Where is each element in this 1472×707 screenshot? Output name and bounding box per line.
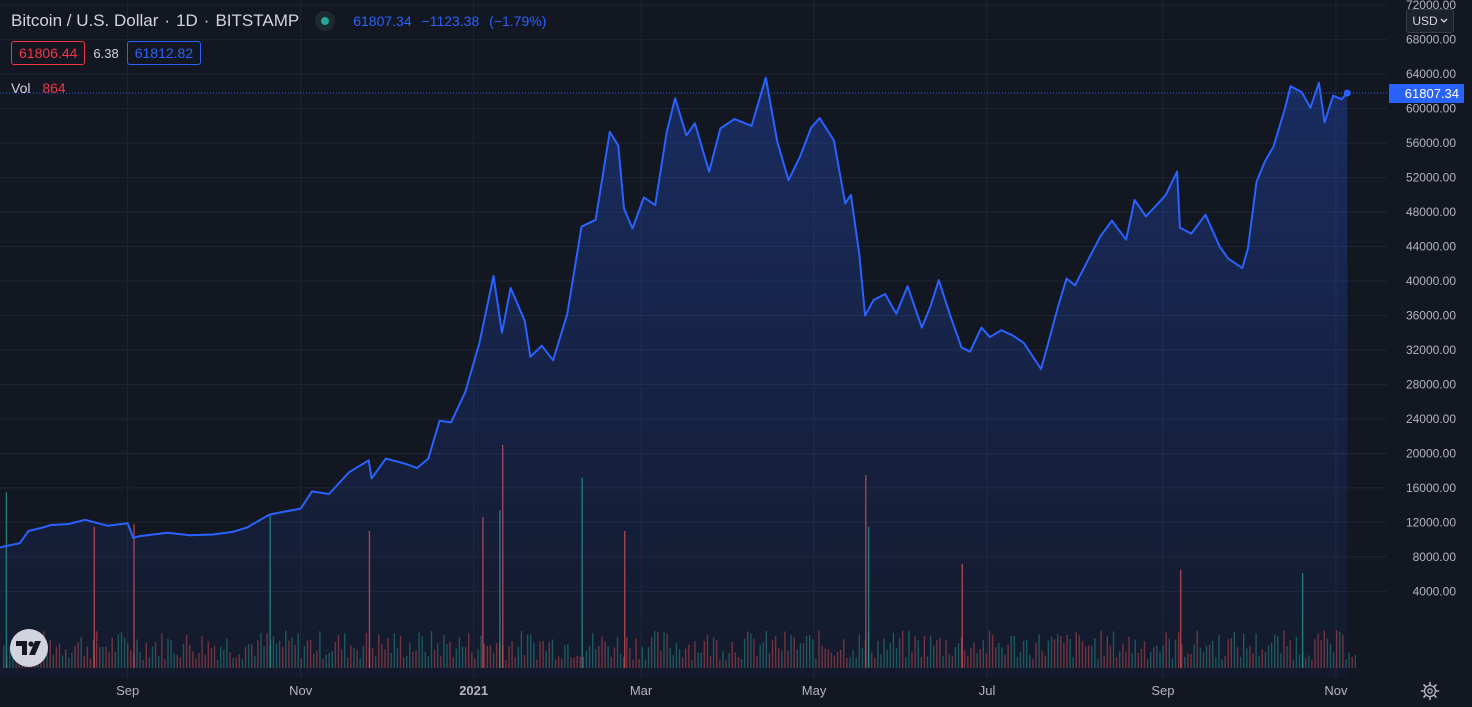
x-tick-label: Sep	[1151, 683, 1174, 698]
y-tick-label: 16000.00	[1406, 481, 1456, 495]
exchange-label: BITSTAMP	[215, 11, 300, 30]
header-separator: ·	[203, 11, 210, 30]
change-text: −1123.38	[421, 13, 480, 29]
last-price-text: 61807.34	[353, 13, 412, 29]
bid-ask-panel: 61806.44 6.38 61812.82	[11, 41, 202, 65]
buy-button[interactable]: 61812.82	[126, 41, 202, 65]
chevron-down-icon	[1440, 18, 1448, 23]
volume-value: 864	[42, 80, 66, 96]
x-tick-label: Nov	[1324, 683, 1348, 698]
x-tick-label: 2021	[459, 683, 488, 698]
gear-icon[interactable]	[1419, 680, 1441, 702]
x-tick-label: Jul	[979, 683, 996, 698]
y-tick-label: 52000.00	[1406, 171, 1456, 185]
y-tick-label: 8000.00	[1413, 550, 1457, 564]
volume-legend[interactable]: Vol 864	[11, 80, 66, 96]
sell-button[interactable]: 61806.44	[11, 41, 86, 65]
volume-bar	[1348, 652, 1350, 668]
last-price-badge-label: 61807.34	[1405, 86, 1459, 101]
last-price-badge	[1389, 84, 1464, 104]
y-tick-label: 36000.00	[1406, 309, 1456, 323]
x-tick-label: May	[802, 683, 827, 698]
x-axis[interactable]: Sep Nov 2021 Mar May Jul Sep Nov	[116, 683, 1348, 698]
gear-glyph	[1420, 681, 1440, 701]
symbol-name: Bitcoin / U.S. Dollar	[11, 11, 159, 30]
y-axis[interactable]: 72000.0068000.0064000.0060000.0056000.00…	[1389, 0, 1464, 598]
spread-value: 6.38	[93, 45, 119, 61]
y-tick-label: 40000.00	[1406, 274, 1456, 288]
y-tick-label: 68000.00	[1406, 33, 1456, 47]
tradingview-logo-glyph	[16, 641, 41, 655]
status-dot-icon	[315, 11, 336, 31]
y-tick-label: 56000.00	[1406, 136, 1456, 150]
change-pct-text: (−1.79%)	[489, 13, 547, 29]
tradingview-logo-icon[interactable]	[10, 629, 48, 667]
y-tick-label: 24000.00	[1406, 412, 1456, 426]
y-tick-label: 4000.00	[1413, 584, 1457, 598]
y-tick-label: 44000.00	[1406, 240, 1456, 254]
price-line	[0, 76, 1349, 549]
y-tick-label: 32000.00	[1406, 343, 1456, 357]
y-tick-label: 64000.00	[1406, 67, 1456, 81]
y-tick-label: 28000.00	[1406, 377, 1456, 391]
currency-selector[interactable]: USD	[1406, 9, 1454, 33]
currency-label: USD	[1412, 14, 1438, 28]
y-tick-label: 12000.00	[1406, 515, 1456, 529]
price-area	[0, 77, 1348, 679]
volume-bar	[1354, 654, 1356, 668]
y-tick-label: 60000.00	[1406, 102, 1456, 116]
header-separator: ·	[164, 11, 171, 30]
y-tick-label: 20000.00	[1406, 446, 1456, 460]
y-tick-label: 48000.00	[1406, 205, 1456, 219]
x-tick-label: Sep	[116, 683, 139, 698]
price-summary: 61807.34 −1123.38 (−1.79%)	[353, 13, 552, 29]
volume-bar	[1351, 656, 1353, 668]
volume-label: Vol	[11, 80, 31, 96]
x-tick-label: Nov	[289, 683, 313, 698]
x-tick-label: Mar	[630, 683, 653, 698]
symbol-header[interactable]: Bitcoin / U.S. Dollar · 1D · BITSTAMP 61…	[11, 11, 552, 31]
price-area-fill	[0, 77, 1348, 679]
interval-label: 1D	[176, 11, 198, 30]
